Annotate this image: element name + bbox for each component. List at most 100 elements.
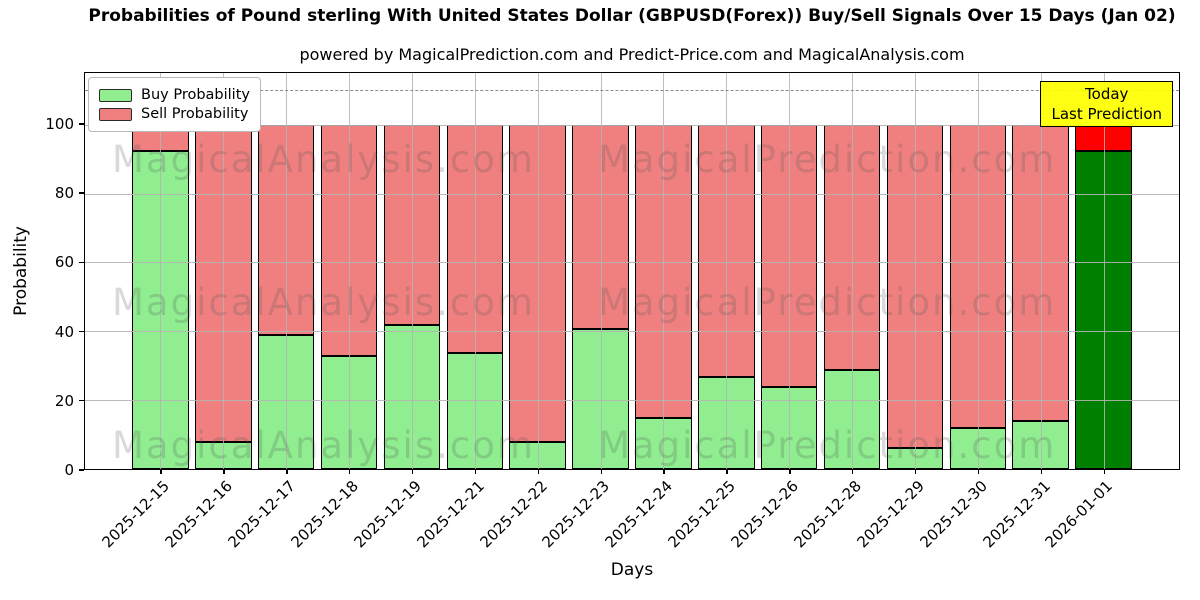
x-tick-label: 2025-12-19 (350, 477, 425, 552)
x-gridline (852, 73, 854, 469)
buy-segment (258, 334, 314, 468)
buy-segment (699, 375, 754, 468)
buy-segment (636, 416, 691, 468)
chart-legend: Buy Probability Sell Probability (88, 77, 261, 132)
x-tick-mark (977, 469, 980, 474)
buy-segment (1013, 420, 1068, 468)
x-tick-label: 2025-12-28 (790, 477, 865, 552)
x-tick-mark (726, 469, 728, 474)
x-gridline (1103, 73, 1105, 469)
bar-2025-12-29 (886, 124, 944, 469)
x-tick-mark (160, 469, 162, 474)
bar-2025-12-25 (698, 124, 755, 469)
buy-segment (1076, 149, 1131, 468)
bar-2025-12-23 (572, 124, 629, 469)
buy-segment (196, 440, 251, 468)
x-tick-label: 2025-12-16 (161, 477, 237, 552)
buy-segment (133, 149, 188, 468)
x-tick-label: 2025-12-15 (98, 477, 174, 552)
legend-label-buy: Buy Probability (141, 87, 250, 103)
y-tick-mark (79, 123, 84, 125)
sell-segment (196, 125, 251, 441)
y-tick-mark (79, 469, 84, 471)
today-last-prediction-annotation: Today Last Prediction (1040, 81, 1173, 127)
bar-2025-12-31 (1012, 124, 1069, 469)
bar-slot: 2025-12-22 (476, 73, 569, 551)
y-gridline (85, 400, 1179, 402)
y-tick-label: 60 (54, 253, 74, 272)
x-gridline (411, 73, 413, 469)
sell-segment (1013, 125, 1068, 421)
buy-segment (573, 327, 628, 468)
sell-segment (321, 125, 377, 356)
bar-slot: 2025-12-30 (916, 73, 1009, 551)
sell-segment (573, 125, 628, 328)
buy-segment (384, 324, 440, 468)
x-tick-mark (349, 469, 351, 474)
sell-swatch (99, 107, 132, 121)
y-tick-label: 80 (54, 184, 74, 203)
legend-label-sell: Sell Probability (141, 106, 249, 122)
bar-2026-01-01 (1075, 124, 1132, 469)
sell-segment (258, 125, 314, 335)
y-tick-mark (79, 330, 84, 333)
buy-segment (321, 355, 377, 468)
bar-2025-12-18 (320, 124, 378, 469)
x-gridline (663, 73, 665, 469)
bar-slot: 2026-01-01 (1042, 73, 1135, 551)
y-tick-label: 0 (64, 461, 74, 479)
bar-slot: 2025-12-23 (539, 73, 632, 551)
y-gridline (85, 124, 1179, 126)
bar-2025-12-28 (823, 124, 881, 469)
x-tick-mark (1040, 469, 1043, 474)
chart-title: Probabilities of Pound sterling With Uni… (88, 6, 1176, 26)
bar-2025-12-17 (257, 124, 315, 469)
x-tick-label: 2025-12-17 (224, 477, 299, 552)
x-gridline (160, 73, 162, 469)
bar-slot: 2025-12-28 (790, 73, 884, 551)
bar-2025-12-26 (760, 124, 818, 469)
legend-item-buy: Buy Probability (99, 87, 250, 103)
x-gridline (1040, 73, 1042, 469)
buy-swatch (99, 88, 132, 102)
annotation-line-2: Last Prediction (1051, 105, 1162, 123)
sell-segment (1076, 125, 1131, 150)
bar-2025-12-22 (509, 124, 566, 469)
plot-area: 2025-12-15 2025-12-16 2025-12-17 2025-12-18… (84, 72, 1180, 551)
x-tick-mark (1103, 469, 1105, 474)
bar-slot: 2025-12-19 (350, 73, 444, 551)
bar-slot: 2025-12-24 (602, 73, 695, 551)
x-tick-label: 2025-12-25 (664, 477, 740, 552)
bar-slot: 2025-12-15 (99, 73, 192, 551)
x-tick-mark (474, 469, 477, 474)
sell-segment (761, 125, 817, 386)
y-tick-mark (79, 261, 84, 264)
y-tick-mark (79, 400, 84, 402)
bar-slot: 2025-12-31 (979, 73, 1072, 551)
sell-segment (824, 125, 880, 369)
x-gridline (789, 73, 791, 469)
x-gridline (474, 73, 476, 469)
bar-slot: 2025-12-26 (728, 73, 821, 551)
bar-slot: 2025-12-17 (225, 73, 318, 551)
bar-slot: 2025-12-29 (853, 73, 947, 551)
sell-segment (887, 125, 943, 448)
y-gridline (85, 262, 1179, 264)
buy-segment (887, 447, 943, 468)
x-gridline (914, 73, 916, 469)
x-axis-label: Days (610, 560, 654, 580)
y-gridline (85, 193, 1179, 195)
y-axis-ticks: 0 20 40 60 80 100 (0, 72, 84, 479)
bar-2025-12-24 (635, 124, 692, 469)
buy-segment (761, 385, 817, 468)
x-tick-mark (663, 469, 665, 474)
y-tick-label: 100 (45, 114, 74, 133)
x-tick-label: 2025-12-26 (727, 477, 802, 552)
x-gridline (977, 73, 979, 469)
y-tick-label: 40 (54, 322, 74, 341)
sell-segment (950, 125, 1006, 427)
bar-slot: 2025-12-16 (162, 73, 255, 551)
x-gridline (600, 73, 602, 469)
x-gridline (537, 73, 539, 469)
